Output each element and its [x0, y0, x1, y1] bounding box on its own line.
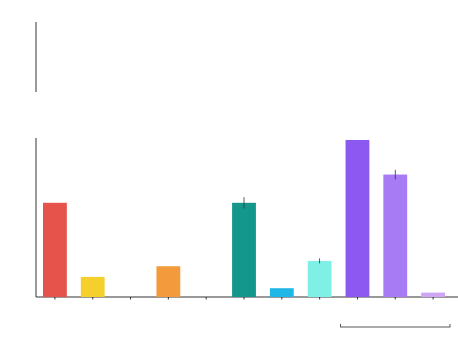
group-bracket-line: [340, 324, 451, 328]
group-bracket: [340, 324, 451, 328]
bar-0: [42, 202, 67, 297]
bar-6: [269, 288, 294, 297]
bar-7: [307, 260, 332, 297]
bar-3: [156, 266, 181, 297]
bar-10: [421, 292, 446, 297]
bar-1: [80, 276, 105, 297]
bar-5: [232, 202, 256, 297]
bars: [42, 140, 446, 297]
bar-9: [383, 174, 408, 297]
bar-8: [345, 140, 370, 297]
